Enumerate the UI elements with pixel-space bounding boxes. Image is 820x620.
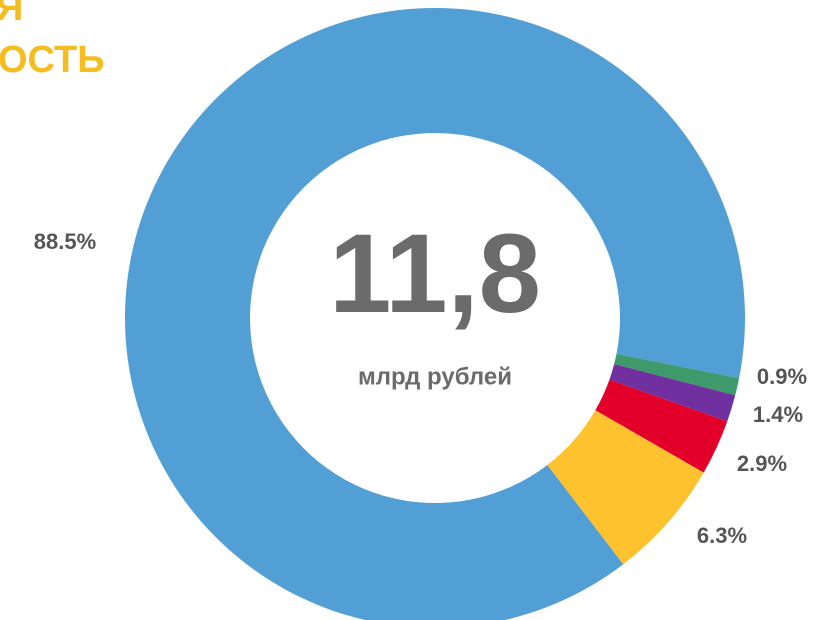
value-label: 6.3% — [697, 523, 747, 548]
slice — [547, 410, 704, 565]
title-line: Я — [0, 0, 23, 29]
value-label: 0.9% — [757, 364, 807, 389]
value-label: 1.4% — [753, 402, 803, 427]
center-value: 11,8 — [329, 211, 541, 336]
value-label: 2.9% — [737, 451, 787, 476]
value-label: 88.5% — [34, 229, 96, 254]
donut — [125, 8, 745, 620]
title-line: ОСТЬ — [0, 39, 105, 81]
slice — [614, 353, 740, 396]
slice — [595, 379, 728, 473]
center-label: млрд рублей — [358, 363, 512, 390]
slice — [125, 8, 745, 620]
slice — [609, 364, 736, 422]
